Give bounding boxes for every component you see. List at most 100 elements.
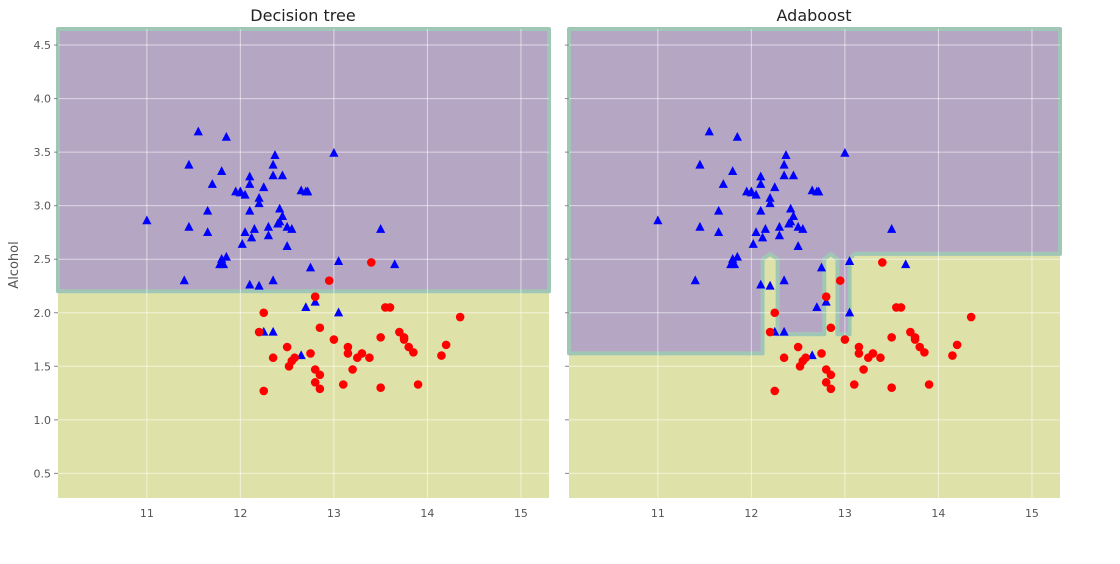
dt-point-class1 (413, 380, 423, 389)
dt-point-class1 (306, 349, 315, 358)
dt-point-class0 (275, 203, 285, 213)
ab-point-class0 (751, 227, 761, 237)
dt-point-class0 (275, 216, 285, 226)
ab-point-class0 (774, 230, 785, 240)
dt-point-class1 (367, 258, 376, 267)
ab-point-class1 (801, 353, 810, 363)
dt-point-class0 (235, 187, 245, 197)
ab-point-class1 (826, 323, 836, 333)
dt-point-class0 (376, 224, 386, 233)
ab-point-class0 (714, 205, 724, 215)
ab-point-class0 (765, 198, 775, 208)
ab-point-class0 (779, 326, 789, 336)
ab-point-class0 (714, 227, 724, 237)
dt-x-tick-label: 13 (327, 507, 341, 520)
ab-point-class0 (786, 216, 796, 226)
dt-y-tick-label: 3.0 (34, 200, 52, 213)
dt-point-class1 (365, 353, 374, 363)
dt-point-class0 (245, 171, 255, 181)
ab-point-class1 (952, 340, 962, 350)
dt-point-class0 (245, 279, 255, 289)
dt-point-class0 (310, 296, 320, 306)
dt-point-class1 (315, 384, 325, 394)
ab-point-class0 (812, 302, 822, 312)
dt-point-class0 (268, 159, 278, 169)
dt-y-tick-label: 2.0 (34, 307, 52, 320)
ab-point-class0 (732, 131, 742, 141)
dt-y-tick-label: 1.5 (34, 360, 52, 373)
dt-point-class0 (329, 148, 339, 157)
ab-point-class1 (887, 383, 896, 393)
ab-point-class1 (920, 348, 929, 357)
ab-point-class0 (786, 203, 796, 213)
dt-point-class0 (268, 326, 278, 336)
decision-tree-plot: 11 12 13 14 15 0.5 1.0 1.5 2.0 2.5 3.0 3.5 4.0 4.5 (34, 27, 551, 520)
dt-point-class0 (263, 230, 274, 240)
ab-point-class0 (756, 179, 766, 188)
dt-point-class1 (441, 340, 451, 350)
ab-x-tick-label: 15 (1025, 507, 1039, 520)
ab-point-class1 (826, 384, 836, 394)
dt-y-tick-label: 4.5 (34, 39, 52, 52)
dt-point-class0 (263, 221, 274, 231)
dt-point-class1 (338, 380, 348, 389)
dt-point-class0 (203, 205, 213, 215)
ab-point-class0 (756, 171, 766, 181)
ab-point-class0 (751, 189, 761, 199)
dt-point-class0 (203, 227, 213, 237)
dt-point-class0 (240, 189, 250, 199)
dt-point-class1 (376, 383, 385, 393)
chart-title-decision-tree: Decision tree (250, 6, 355, 25)
dt-point-class1 (324, 276, 334, 285)
dt-point-class1 (399, 333, 409, 342)
ab-point-class1 (849, 380, 859, 389)
dt-point-class0 (333, 307, 344, 317)
dt-point-class1 (437, 351, 446, 360)
ab-point-class0 (756, 205, 766, 215)
dt-point-class0 (282, 241, 292, 250)
ab-point-class1 (770, 308, 780, 318)
dt-region-class0-0 (56, 27, 551, 294)
dt-point-class1 (376, 333, 385, 342)
ab-point-class1 (793, 342, 803, 352)
dt-point-class0 (215, 259, 225, 269)
dt-x-tick-label: 12 (233, 507, 247, 520)
dt-point-class0 (277, 211, 288, 220)
adaboost-plot: 11 12 13 14 15 (565, 27, 1062, 520)
ab-point-class1 (779, 353, 789, 363)
dt-point-class0 (259, 182, 269, 192)
ab-point-class1 (765, 327, 775, 337)
ab-point-class0 (774, 221, 785, 231)
dt-point-class1 (259, 308, 269, 318)
dt-point-class0 (207, 179, 217, 188)
dt-point-class0 (179, 275, 189, 285)
dt-point-class0 (282, 221, 292, 231)
dt-point-class0 (254, 198, 264, 208)
ab-point-class0 (840, 148, 850, 157)
dt-point-class0 (245, 179, 255, 188)
dt-point-class0 (217, 166, 227, 176)
dt-point-class0 (270, 150, 280, 159)
dt-point-class0 (142, 215, 152, 225)
ab-point-class0 (726, 259, 736, 269)
ab-point-class0 (765, 192, 775, 202)
dt-point-class0 (296, 350, 306, 360)
ab-point-class1 (821, 378, 831, 387)
ab-point-class0 (732, 251, 742, 261)
ab-point-class0 (704, 126, 714, 136)
dt-point-class1 (315, 370, 325, 380)
ab-point-class1 (770, 386, 780, 396)
ab-point-class1 (854, 342, 864, 352)
dt-point-class0 (301, 302, 311, 312)
ab-point-class1 (817, 349, 826, 358)
ab-point-class1 (826, 370, 836, 380)
dt-point-class1 (409, 348, 418, 357)
dt-point-class1 (455, 312, 465, 322)
dt-point-class1 (268, 353, 278, 363)
dt-point-class0 (390, 259, 400, 269)
ab-point-class1 (887, 333, 896, 342)
ab-point-class0 (781, 150, 791, 159)
dt-point-class0 (184, 159, 194, 169)
dt-x-tick-label: 14 (420, 507, 434, 520)
dt-point-class0 (240, 227, 250, 237)
